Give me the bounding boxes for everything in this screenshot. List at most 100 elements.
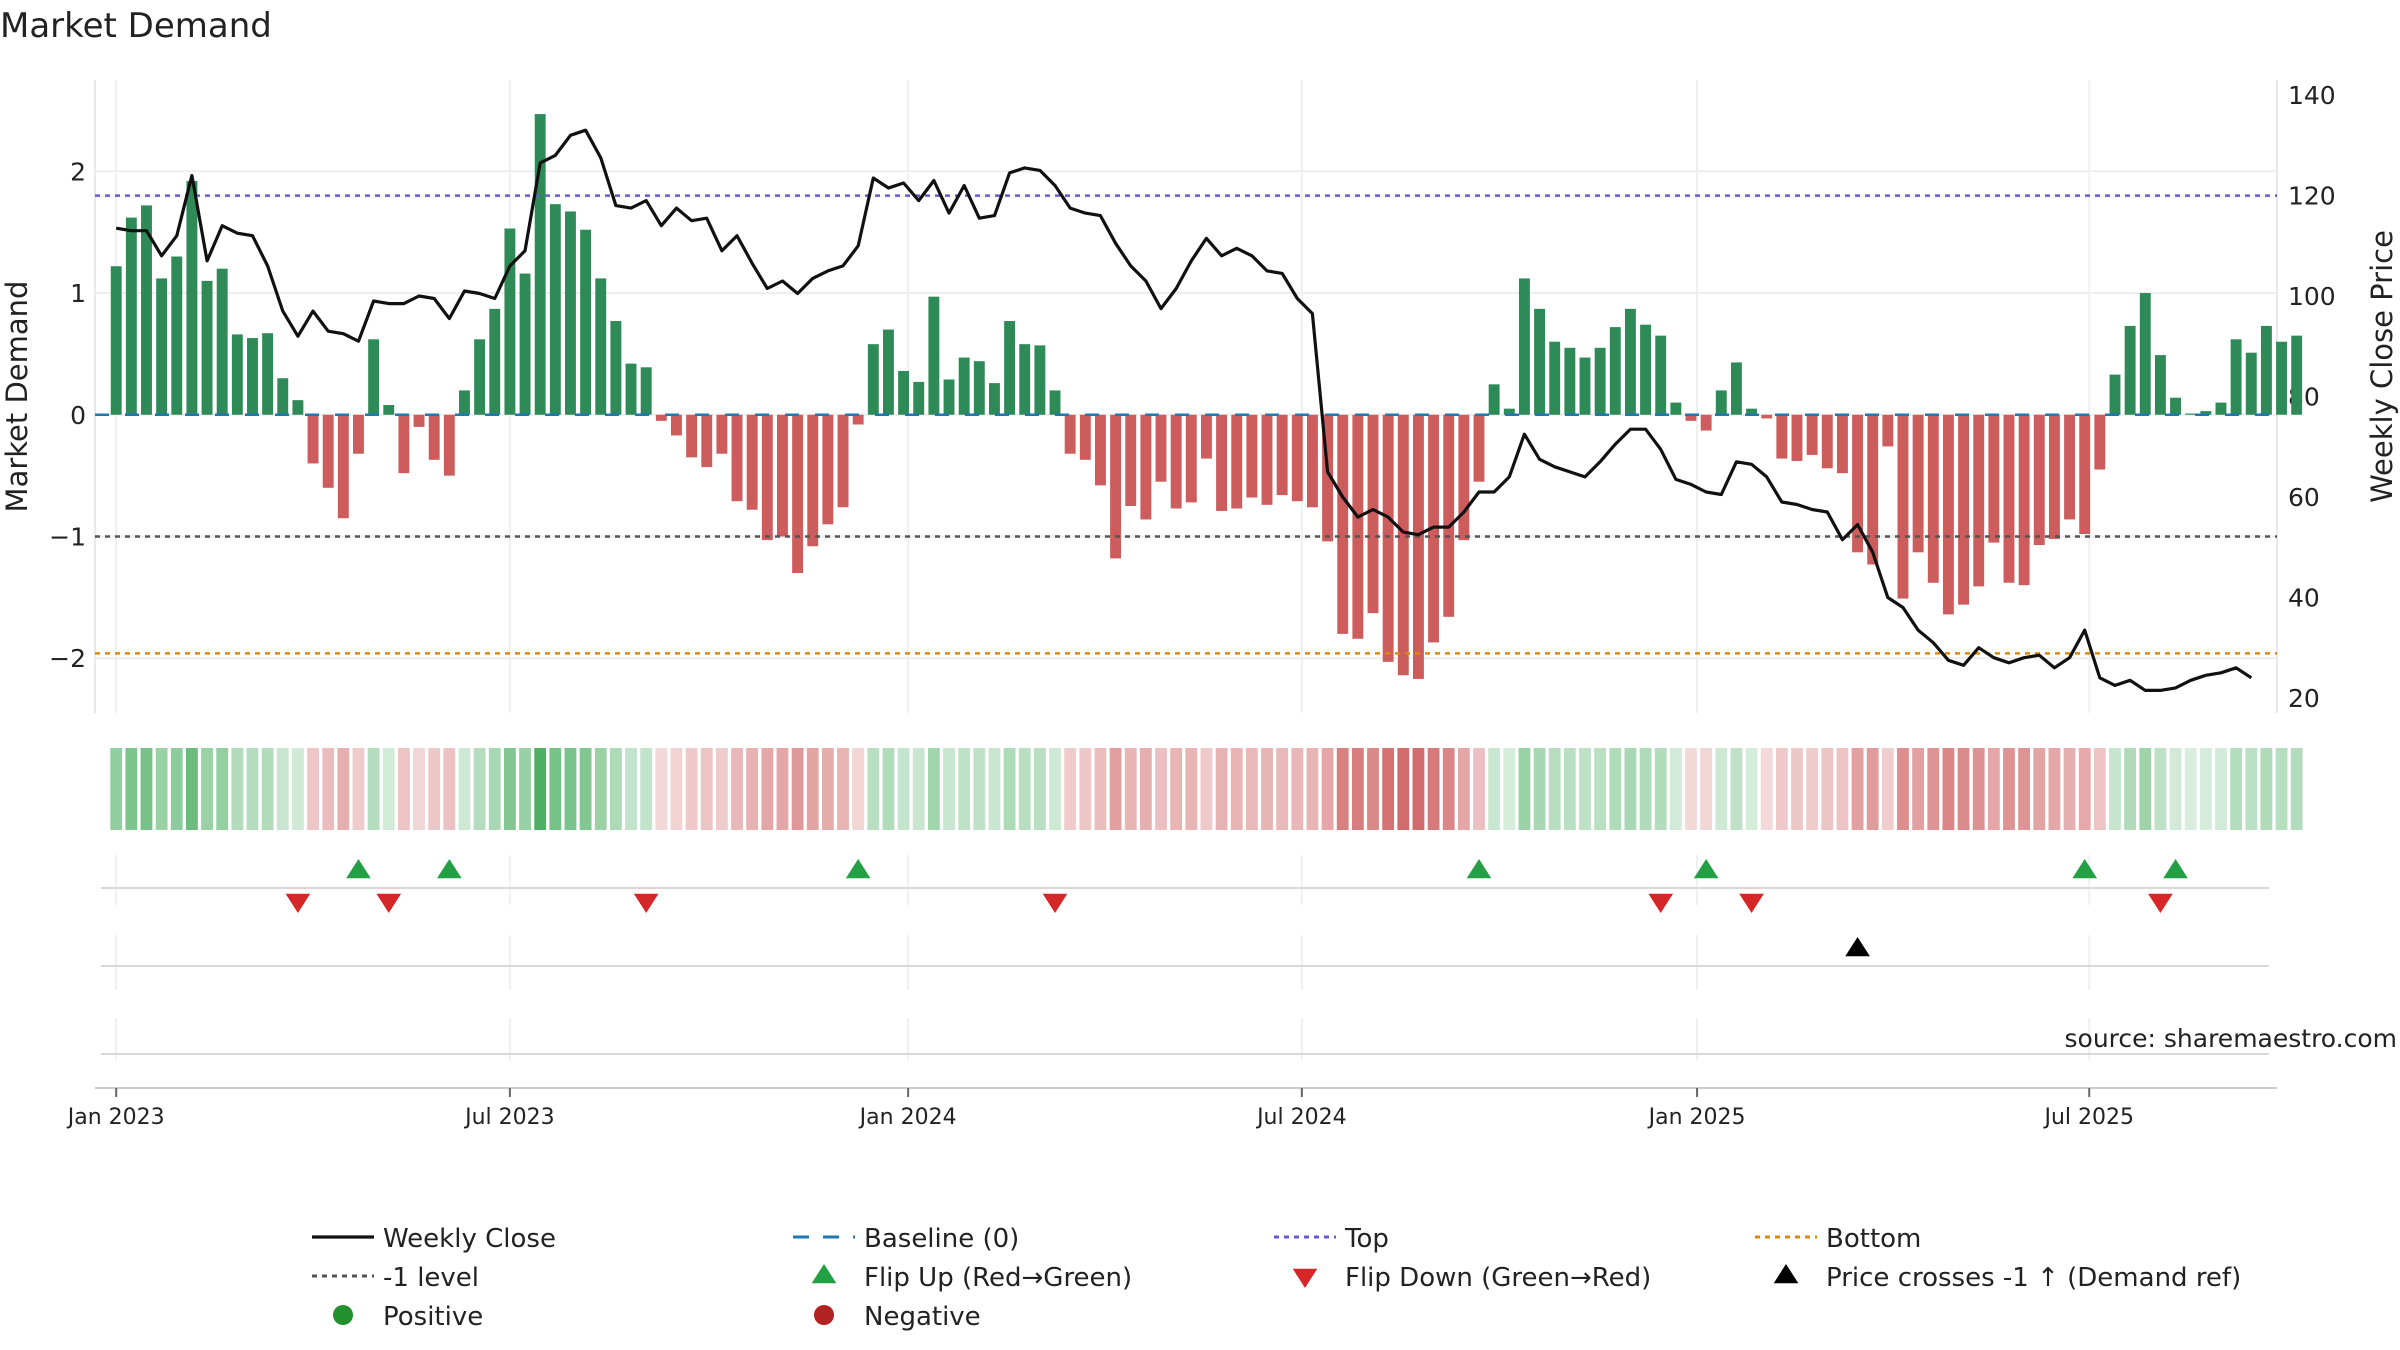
bar-positive [1534, 308, 1546, 415]
strip-cell-positive [1594, 748, 1607, 830]
strip-cell-positive [1715, 748, 1728, 830]
bar-positive [1488, 384, 1500, 415]
bottom-panel: source: sharemaestro.com Jan 2023 Jul 2023… [66, 1018, 2397, 1130]
bar-negative [307, 414, 319, 464]
y-axis-left-label: Market Demand [0, 281, 34, 513]
bar-negative [2094, 414, 2106, 470]
strip-cell-negative [1972, 748, 1985, 830]
strip-cell-positive [625, 748, 637, 830]
strip-cell-negative [428, 748, 441, 830]
bar-negative [1443, 414, 1455, 617]
bar-negative [1110, 414, 1122, 559]
strip-cell-positive [367, 748, 380, 830]
legend-swatch-triangle-up [811, 1264, 837, 1284]
strip-cell-negative [2018, 748, 2031, 830]
strip-cell-negative [1245, 748, 1258, 830]
legend: Weekly Close Baseline (0) Top Bottom -1 leve… [312, 1224, 2241, 1332]
strip-cell-negative [1306, 748, 1319, 830]
legend-swatch-triangle-up [1773, 1264, 1799, 1284]
strip-cell-positive [1033, 748, 1046, 830]
bar-negative [1397, 414, 1409, 676]
strip-cell-negative [806, 748, 819, 830]
bar-negative [1276, 414, 1288, 496]
bar-negative [1155, 414, 1167, 482]
bar-positive [1019, 344, 1031, 415]
bar-positive [883, 329, 894, 415]
strip-cell-negative [1806, 748, 1819, 830]
strip-cell-positive [488, 748, 501, 830]
strip-cell-positive [2230, 748, 2243, 830]
bar-positive [1670, 402, 1682, 415]
strip-cell-negative [1230, 748, 1243, 830]
strip-cell-positive [1669, 748, 1682, 830]
strip-cell-negative [1912, 748, 1925, 830]
bar-positive [125, 217, 137, 415]
strip-cell-negative [852, 748, 865, 830]
x-tick-label: Jan 2025 [1647, 1105, 1746, 1130]
strip-cell-positive [1533, 748, 1546, 830]
flip-up-marker [2163, 859, 2188, 879]
legend-item: Flip Down (Green→Red) [1292, 1263, 1651, 1293]
bar-positive [1715, 390, 1727, 415]
y-right-tick-label: 120 [2288, 182, 2336, 211]
bar-negative [1458, 414, 1470, 541]
bar-positive [2215, 402, 2227, 415]
price-cross-marker [1845, 937, 1870, 957]
bar-positive [625, 363, 637, 415]
chart-title: Market Demand [0, 6, 272, 46]
bar-positive [247, 338, 258, 415]
bar-negative [807, 414, 819, 547]
bar-negative [1867, 414, 1879, 565]
bar-negative [701, 414, 713, 468]
strip-cell-negative [1700, 748, 1713, 830]
strip-cell-negative [1942, 748, 1955, 830]
flip-down-marker [2148, 893, 2173, 913]
bar-negative [761, 414, 773, 541]
strip-cell-negative [337, 748, 350, 830]
bar-negative [1140, 414, 1152, 520]
bar-negative [1806, 414, 1818, 455]
flip-down-marker [1042, 893, 1068, 913]
bar-negative [1216, 414, 1228, 511]
strip-cell-positive [1654, 748, 1667, 830]
legend-label: Flip Down (Green→Red) [1345, 1263, 1651, 1293]
legend-swatch-triangle-down [1292, 1268, 1318, 1288]
bar-positive [2260, 325, 2272, 415]
strip-cell-negative [1685, 748, 1697, 830]
bar-negative [1791, 414, 1803, 462]
bar-negative [398, 414, 410, 474]
bar-negative [1095, 414, 1106, 486]
flip-down-marker [1648, 893, 1674, 913]
strip-cell-negative [1336, 748, 1349, 830]
bar-positive [1004, 321, 1016, 415]
bar-negative [1064, 414, 1076, 454]
bar-negative [852, 414, 864, 425]
bar-negative [1927, 414, 1939, 583]
strip-cell-negative [1291, 748, 1304, 830]
bar-positive [156, 278, 168, 415]
strip-cell-negative [1442, 748, 1455, 830]
y-axis-right-label: Weekly Close Price [2365, 230, 2399, 503]
bar-negative [1685, 414, 1697, 421]
strip-cell-positive [640, 748, 653, 830]
strip-cell-positive [882, 748, 895, 830]
strip-cell-negative [398, 748, 410, 830]
bar-positive [2154, 355, 2166, 415]
legend-item: Negative [814, 1302, 981, 1332]
bar-negative [746, 414, 758, 510]
legend-item: Flip Up (Red→Green) [811, 1263, 1132, 1293]
strip-cell-negative [1094, 748, 1107, 830]
flip-down-marker [633, 893, 659, 913]
bar-negative [2064, 414, 2075, 520]
bar-negative [1079, 414, 1091, 460]
bar-positive [2124, 325, 2136, 415]
bar-negative [1185, 414, 1197, 503]
legend-item: -1 level [312, 1263, 479, 1293]
bar-negative [1382, 414, 1394, 662]
bar-positive [1564, 347, 1576, 415]
bar-negative [322, 414, 334, 488]
bar-positive [262, 333, 274, 415]
bar-positive [489, 308, 501, 415]
bar-positive [565, 211, 576, 415]
bar-positive [898, 370, 910, 415]
